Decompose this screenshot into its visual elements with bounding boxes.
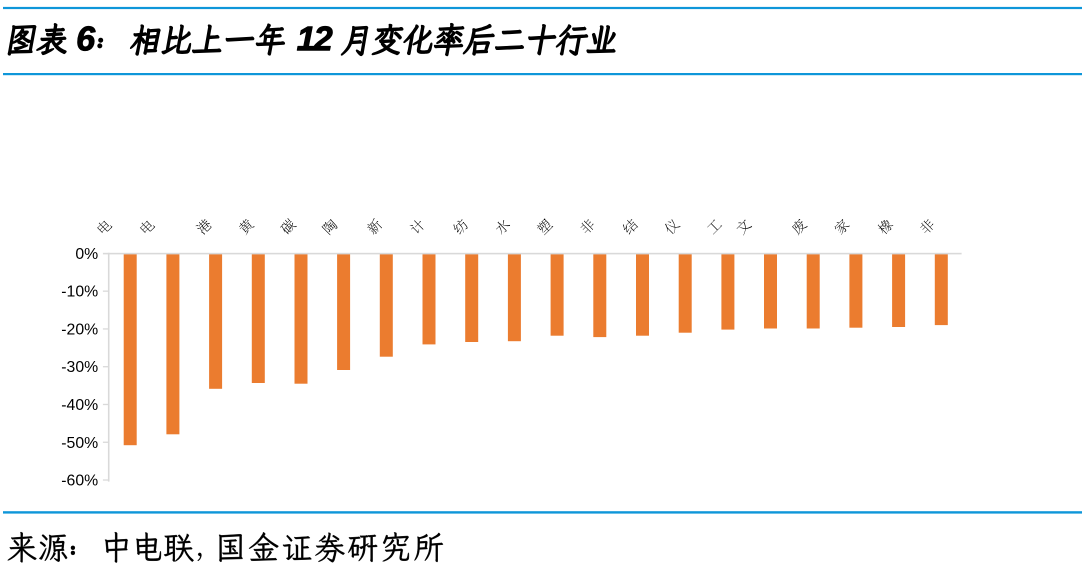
svg-text:-60%: -60% <box>61 473 98 490</box>
svg-text:0%: 0% <box>75 246 98 263</box>
svg-text:-30%: -30% <box>61 359 98 376</box>
svg-text:-50%: -50% <box>61 435 98 452</box>
svg-text:-40%: -40% <box>61 397 98 414</box>
svg-text:-20%: -20% <box>61 321 98 338</box>
svg-text:-10%: -10% <box>61 284 98 301</box>
